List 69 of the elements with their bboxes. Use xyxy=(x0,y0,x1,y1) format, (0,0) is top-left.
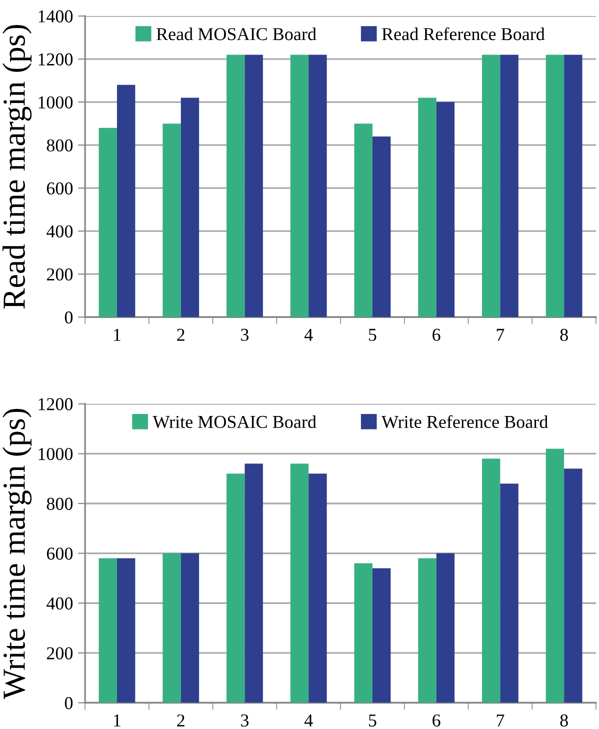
bar xyxy=(116,84,136,318)
bar xyxy=(290,464,309,703)
x-tick-label: 5 xyxy=(369,328,376,341)
y-tick-label: 200 xyxy=(46,647,73,660)
y-tick-label: 1200 xyxy=(38,398,73,410)
bar xyxy=(546,54,564,318)
y-tick-label: 200 xyxy=(46,268,73,281)
x-tick-label: 2 xyxy=(177,714,184,726)
x-tick-label: 3 xyxy=(241,328,249,341)
x-tick-label: 3 xyxy=(241,714,249,727)
bar xyxy=(226,474,245,703)
y-axis-title: Write time margin (ps) xyxy=(2,408,32,700)
bar xyxy=(500,54,518,318)
y-tick-label: 800 xyxy=(46,139,73,152)
bar xyxy=(226,54,245,318)
bar xyxy=(482,54,500,318)
bar xyxy=(372,136,391,318)
x-tick-label: 2 xyxy=(177,328,184,341)
x-tick-label: 8 xyxy=(560,328,568,341)
bar xyxy=(418,558,436,703)
y-tick-label: 600 xyxy=(46,548,73,560)
bar xyxy=(436,102,455,318)
x-tick-label: 8 xyxy=(560,714,568,727)
bar xyxy=(180,98,200,318)
x-tick-label: 7 xyxy=(496,714,504,726)
bar xyxy=(308,474,327,703)
bar xyxy=(418,98,436,318)
y-tick-label: 0 xyxy=(64,697,73,710)
bar xyxy=(546,448,564,703)
bar xyxy=(98,128,117,318)
bar xyxy=(308,54,327,318)
y-tick-label: 1400 xyxy=(38,10,73,22)
bar xyxy=(354,124,372,318)
y-tick-label: 600 xyxy=(46,182,73,195)
y-axis-title: Read time margin (ps) xyxy=(2,24,32,309)
y-tick-label: 1000 xyxy=(38,96,73,108)
x-tick-label: 4 xyxy=(304,328,313,341)
y-tick-label: 800 xyxy=(46,498,73,510)
x-tick-label: 6 xyxy=(432,328,440,341)
bar xyxy=(244,54,263,318)
bar xyxy=(354,563,372,703)
x-tick-label: 4 xyxy=(304,714,313,726)
bar xyxy=(98,558,117,703)
bar xyxy=(180,553,200,703)
legend-label: Read MOSAIC Board xyxy=(156,28,316,40)
bar xyxy=(162,553,181,703)
y-tick-label: 1200 xyxy=(38,53,73,66)
legend-label: Write Reference Board xyxy=(382,415,548,428)
bar xyxy=(482,458,500,703)
y-tick-label: 1000 xyxy=(38,448,73,460)
y-tick-label: 400 xyxy=(46,225,73,238)
bar xyxy=(564,468,582,703)
x-tick-label: 7 xyxy=(496,328,504,341)
bar xyxy=(244,464,263,703)
bar xyxy=(116,558,136,703)
bar xyxy=(290,54,309,318)
bar xyxy=(436,553,455,703)
bar xyxy=(564,54,582,318)
bar xyxy=(162,124,181,318)
legend-label: Write MOSAIC Board xyxy=(152,415,316,428)
x-tick-label: 1 xyxy=(114,714,120,726)
x-tick-label: 5 xyxy=(369,714,376,727)
y-tick-label: 400 xyxy=(46,597,73,610)
bar xyxy=(372,568,391,703)
x-tick-label: 1 xyxy=(114,328,120,341)
legend-label: Read Reference Board xyxy=(382,27,545,40)
x-tick-label: 6 xyxy=(432,714,440,727)
y-tick-label: 0 xyxy=(64,311,73,324)
bar xyxy=(500,484,518,703)
